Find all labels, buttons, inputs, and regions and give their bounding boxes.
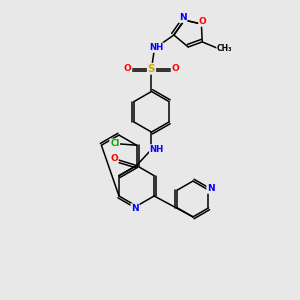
Text: NH: NH (150, 145, 164, 154)
Text: N: N (179, 13, 187, 22)
Text: NH: NH (149, 43, 163, 52)
Text: O: O (199, 17, 207, 26)
Text: N: N (131, 204, 139, 213)
Text: O: O (172, 64, 179, 73)
Text: O: O (124, 64, 131, 73)
Text: O: O (110, 154, 118, 163)
Text: CH₃: CH₃ (217, 44, 233, 53)
Text: N: N (207, 184, 215, 193)
Text: S: S (148, 64, 155, 74)
Text: Cl: Cl (110, 139, 119, 148)
